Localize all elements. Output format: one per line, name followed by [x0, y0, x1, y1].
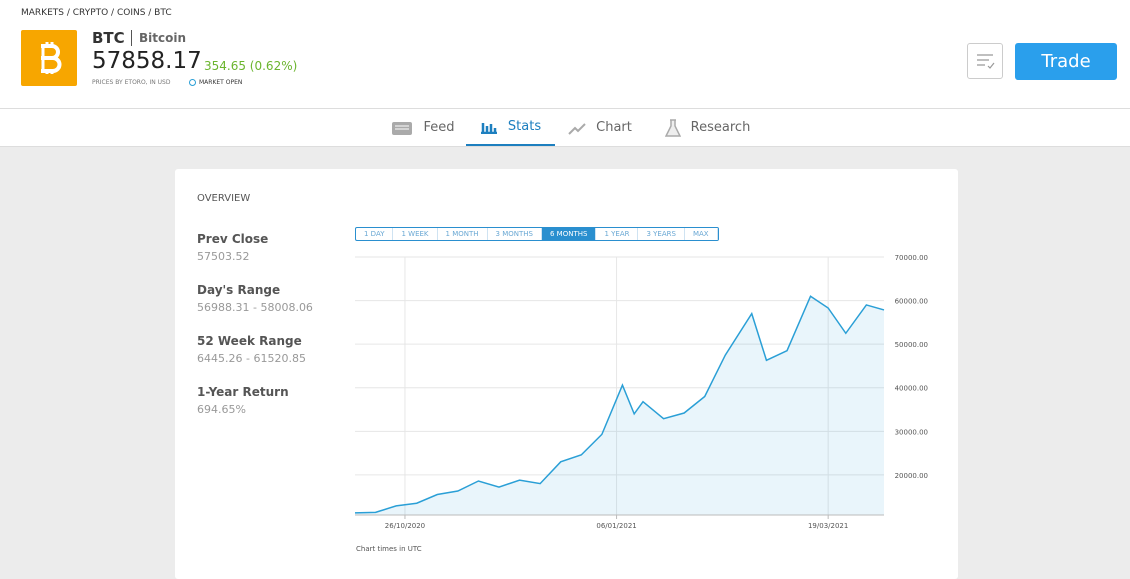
range-button[interactable]: 3 MONTHS	[488, 228, 542, 240]
tab[interactable]: Research	[655, 109, 760, 146]
watchlist-icon	[977, 54, 995, 69]
range-button[interactable]: 3 YEARS	[638, 228, 685, 240]
coin-logo	[21, 30, 77, 86]
instrument-name: Bitcoin	[139, 31, 187, 45]
tab-label: Chart	[596, 120, 632, 135]
stat-value: 57503.52	[197, 250, 250, 263]
tab[interactable]: Feed	[380, 109, 466, 146]
trade-button[interactable]: Trade	[1015, 43, 1117, 80]
stat-label: 52 Week Range	[197, 334, 302, 348]
price-change: 354.65 (0.62%)	[204, 59, 298, 73]
range-button[interactable]: MAX	[685, 228, 718, 240]
x-tick-label: 26/10/2020	[385, 522, 425, 530]
price-line	[354, 295, 885, 514]
plot-area	[355, 257, 884, 515]
range-button[interactable]: 1 DAY	[356, 228, 394, 240]
tab-label: Feed	[423, 120, 455, 135]
watchlist-button[interactable]	[967, 43, 1003, 79]
stat-label: 1-Year Return	[197, 385, 289, 399]
tab-label: Stats	[507, 119, 542, 134]
price-area	[355, 296, 884, 515]
y-tick-label: 60000.00	[895, 298, 928, 306]
tab-icon	[480, 122, 497, 134]
tab-icon	[568, 122, 586, 135]
section-title: OVERVIEW	[197, 193, 251, 204]
price: 57858.17	[92, 48, 202, 74]
chart-note: Chart times in UTC	[356, 545, 422, 553]
range-button[interactable]: 1 YEAR	[596, 228, 639, 240]
breadcrumb[interactable]: MARKETS / CRYPTO / COINS / BTC	[21, 8, 172, 18]
tab-icon	[392, 121, 413, 135]
x-tick-label: 06/01/2021	[596, 522, 636, 530]
tab[interactable]: Stats	[466, 109, 555, 146]
header: MARKETS / CRYPTO / COINS / BTC BTC Bitco…	[0, 0, 1130, 109]
range-selector: 1 DAY 1 WEEK 1 MONTH 3 MONTHS 6 MONTHS 1 YEAR…	[355, 227, 719, 241]
status-icon	[189, 79, 196, 86]
y-tick-label: 20000.00	[895, 472, 928, 480]
stat-value: 56988.31 - 58008.06	[197, 301, 313, 314]
tab-label: Research	[690, 120, 751, 135]
tab[interactable]: Chart	[560, 109, 640, 146]
tab-icon	[664, 118, 681, 137]
symbol: BTC	[92, 30, 132, 46]
stat-label: Prev Close	[197, 232, 269, 246]
range-button[interactable]: 6 MONTHS	[541, 228, 597, 240]
market-status: MARKET OPEN	[199, 79, 243, 86]
x-tick-label: 19/03/2021	[808, 522, 848, 530]
price-source: PRICES BY ETORO, IN USD	[92, 79, 171, 86]
range-button[interactable]: 1 MONTH	[438, 228, 488, 240]
range-button[interactable]: 1 WEEK	[393, 228, 438, 240]
y-tick-label: 70000.00	[895, 254, 928, 262]
stat-label: Day's Range	[197, 283, 281, 297]
y-tick-label: 30000.00	[895, 428, 928, 436]
stat-value: 6445.26 - 61520.85	[197, 352, 306, 365]
y-tick-label: 50000.00	[895, 341, 928, 349]
y-tick-label: 40000.00	[895, 385, 928, 393]
stat-value: 694.65%	[197, 403, 246, 416]
tab-bar: Feed Stats Chart Research	[0, 109, 1130, 147]
